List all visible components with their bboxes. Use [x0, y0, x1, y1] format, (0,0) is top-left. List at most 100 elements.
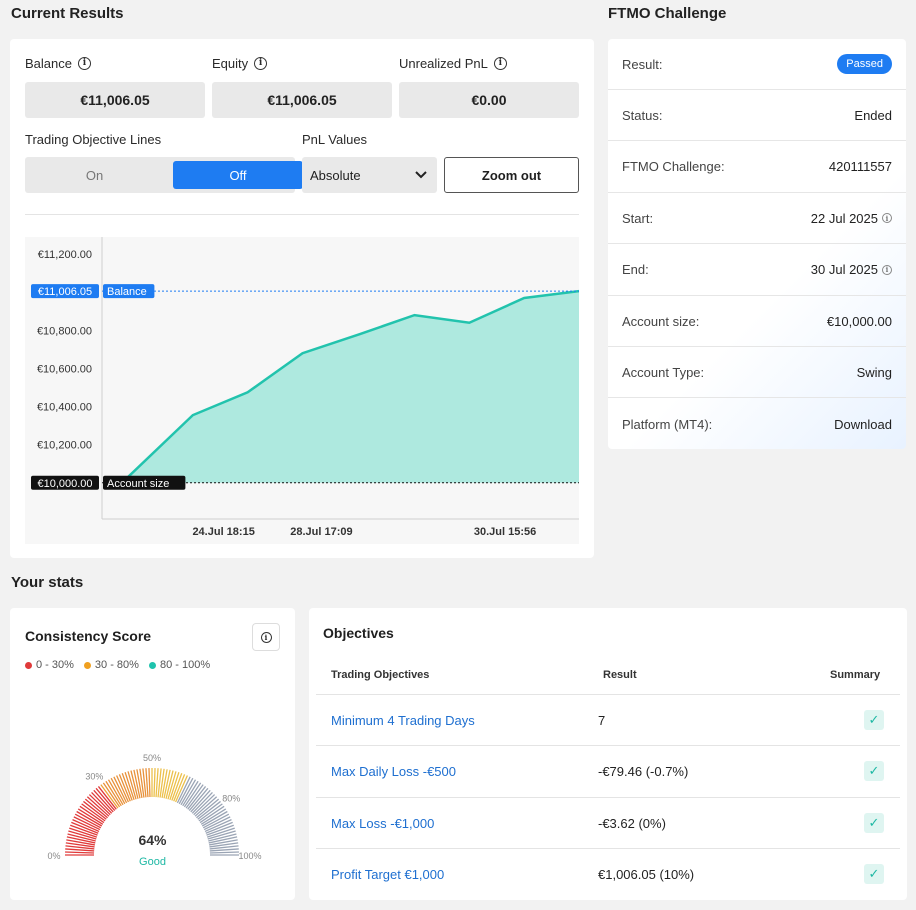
- objective-result: €1,006.05 (10%): [598, 866, 695, 882]
- gauge-tick: [124, 772, 135, 801]
- gauge-tick: [209, 842, 239, 848]
- gauge-tick: [66, 839, 95, 846]
- header-summary: Summary: [830, 669, 881, 681]
- y-tick-label: €10,800.00: [37, 325, 92, 337]
- info-button[interactable]: i: [252, 623, 280, 651]
- ftmo-row-label: Platform (MT4):: [622, 416, 713, 432]
- info-icon[interactable]: i: [493, 57, 507, 70]
- gauge-label: 50%: [143, 753, 161, 763]
- zoom-out-button[interactable]: Zoom out: [444, 157, 579, 193]
- ftmo-challenge-card: Result: Passed Status: Ended FTMO Challenge:…: [608, 39, 906, 449]
- pnl-values-label: PnL Values: [302, 132, 368, 147]
- gauge-tick: [201, 810, 228, 827]
- gauge-tick: [163, 769, 171, 799]
- gauge-tick: [209, 851, 239, 854]
- gauge-tick: [71, 821, 99, 834]
- gauge-tick: [76, 810, 103, 827]
- balance-value: €11,006.05: [25, 82, 205, 118]
- ftmo-row-value: 30 Jul 2025 i: [811, 262, 892, 277]
- ftmo-row: Start: 22 Jul 2025 i: [608, 193, 906, 245]
- gauge-tick: [155, 768, 159, 798]
- gauge-tick: [145, 768, 149, 798]
- objective-name-link[interactable]: Minimum 4 Trading Days: [331, 713, 475, 728]
- gauge-tick: [169, 772, 180, 801]
- legend-label: 30 - 80%: [94, 659, 139, 671]
- gauge-tick: [118, 774, 131, 802]
- info-icon[interactable]: i: [882, 213, 892, 224]
- consistency-score-title: Consistency Score: [25, 628, 152, 644]
- gauge-tick: [91, 791, 113, 814]
- gauge-tick: [70, 824, 98, 836]
- gauge-tick: [203, 816, 231, 831]
- ftmo-row-value: 420111557: [829, 159, 892, 174]
- ftmo-row: Result: Passed: [608, 39, 906, 90]
- gauge-tick: [187, 786, 207, 810]
- gauge-tick: [65, 851, 95, 854]
- gauge-tick: [208, 833, 237, 842]
- gauge-tick: [102, 782, 121, 808]
- objective-row: Max Loss -€1,000 -€3.62 (0%) ✓: [316, 796, 900, 848]
- gauge-tick: [194, 796, 218, 817]
- score-legend: 0 - 30% 30 - 80% 80 - 100%: [25, 659, 210, 671]
- balance-tag-label: Balance: [107, 286, 147, 298]
- objective-name-link[interactable]: Profit Target €1,000: [331, 866, 445, 882]
- gauge-tick: [190, 789, 211, 813]
- toggle-on[interactable]: On: [85, 167, 104, 183]
- gauge-tick: [84, 798, 108, 819]
- objective-row: Minimum 4 Trading Days 7 ✓: [316, 694, 900, 745]
- objective-name-link[interactable]: Max Loss -€1,000: [331, 815, 435, 831]
- info-icon[interactable]: i: [254, 57, 268, 70]
- gauge-tick: [127, 771, 137, 800]
- objective-lines-toggle[interactable]: On Off: [25, 157, 303, 193]
- legend-item: 80 - 100%: [148, 659, 210, 671]
- gauge-tick: [159, 768, 165, 798]
- objective-row: Profit Target €1,000 €1,006.05 (10%) ✓: [316, 847, 900, 899]
- gauge-tick: [121, 773, 133, 801]
- consistency-gauge: 0% 30% 50% 80% 100%: [47, 753, 261, 861]
- x-tick-label: 28.Jul 17:09: [290, 526, 352, 538]
- info-icon[interactable]: i: [77, 57, 91, 70]
- gauge-label: 80%: [222, 793, 240, 803]
- gauge-tick: [68, 830, 97, 840]
- gauge-tick: [173, 774, 186, 802]
- objective-name-link[interactable]: Max Daily Loss -€500: [331, 764, 456, 780]
- gauge-tick: [178, 777, 194, 805]
- gauge-tick: [183, 782, 202, 808]
- gauge-tick: [167, 771, 177, 800]
- gauge-tick: [65, 842, 95, 848]
- gauge-tick: [157, 768, 162, 798]
- equity-value: €11,006.05: [212, 82, 392, 118]
- objective-result: 7: [598, 713, 606, 728]
- gauge-tick: [148, 768, 151, 798]
- gauge-tick: [113, 776, 128, 804]
- gauge-tick: [65, 848, 95, 852]
- check-icon: ✓: [864, 863, 884, 884]
- gauge-tick: [116, 775, 130, 803]
- your-stats-title: Your stats: [11, 574, 84, 591]
- gauge-tick: [136, 769, 143, 798]
- gauge-tick: [209, 848, 239, 852]
- ftmo-row-value-text: 22 Jul 2025: [810, 210, 878, 226]
- ftmo-row-label: Account Type:: [622, 364, 705, 380]
- toggle-off[interactable]: Off: [173, 161, 303, 189]
- gauge-tick: [142, 768, 147, 798]
- gauge-tick: [182, 780, 199, 807]
- ftmo-row-value[interactable]: Download: [834, 417, 892, 432]
- ftmo-challenge-title: FTMO Challenge: [608, 5, 727, 22]
- equity-label-text: Equity: [212, 56, 249, 71]
- info-icon: i: [260, 631, 272, 643]
- gauge-tick: [197, 800, 221, 820]
- account-size-value-label: €10,000.00: [37, 478, 92, 490]
- check-icon: ✓: [864, 812, 884, 833]
- ftmo-row-value: 22 Jul 2025 i: [811, 211, 892, 226]
- header-result: Result: [603, 669, 637, 681]
- account-size-value-tag: [31, 475, 99, 490]
- ftmo-row-value-text: Ended: [854, 107, 892, 123]
- y-tick-label: €10,600.00: [37, 363, 92, 375]
- pnl-values-select[interactable]: Absolute: [302, 157, 437, 193]
- info-icon[interactable]: i: [882, 264, 892, 275]
- gauge-tick: [66, 836, 96, 844]
- gauge-tick: [206, 824, 234, 836]
- legend-label: 0 - 30%: [36, 659, 74, 671]
- gauge-tick: [130, 770, 139, 799]
